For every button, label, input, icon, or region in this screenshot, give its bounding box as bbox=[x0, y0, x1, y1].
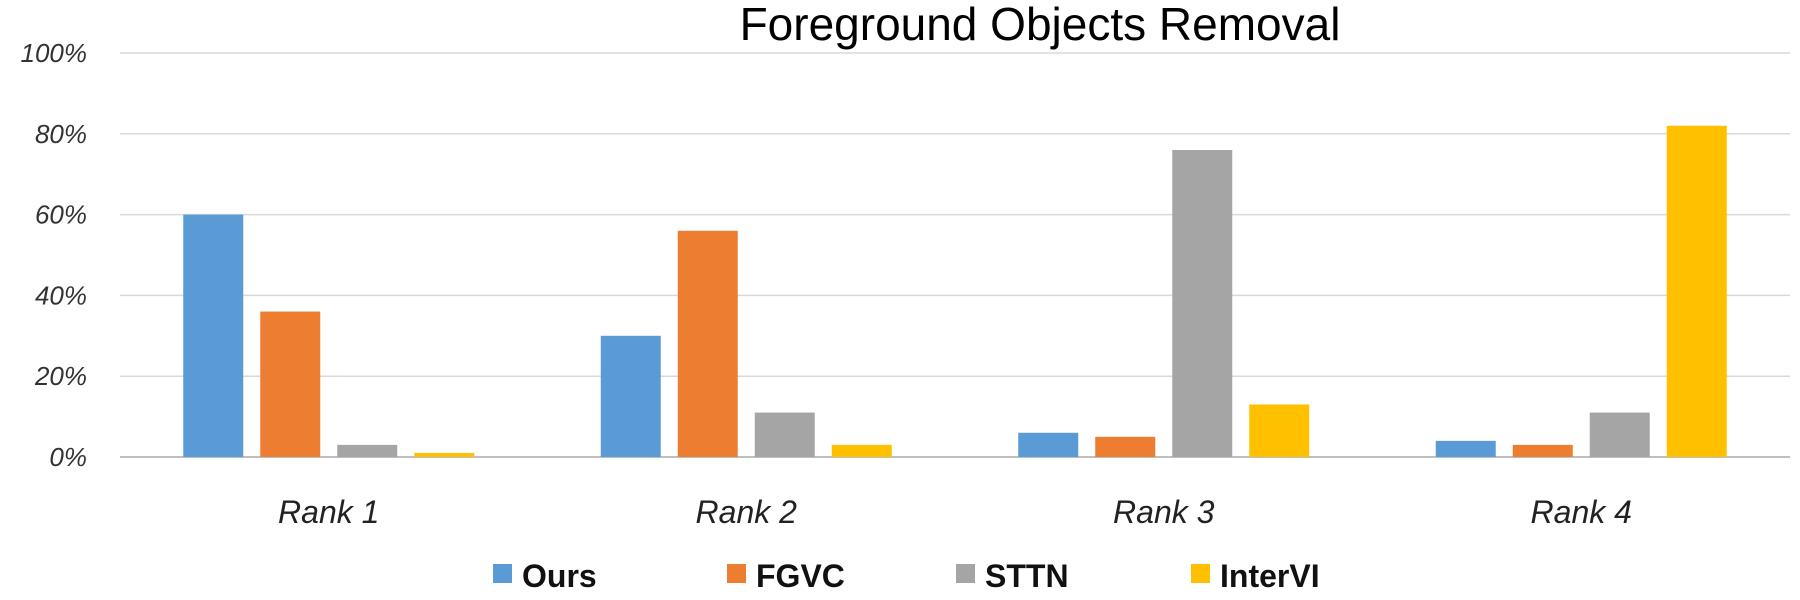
x-tick-label: Rank 1 bbox=[278, 494, 379, 530]
x-axis-ticks: Rank 1 Rank 2 Rank 3 Rank 4 bbox=[278, 494, 1632, 530]
bar-fgvc-rank-2 bbox=[677, 230, 738, 457]
bar-fgvc-rank-1 bbox=[260, 311, 321, 457]
y-tick-label: 100% bbox=[21, 38, 88, 68]
legend-swatch-intervi bbox=[1191, 564, 1210, 583]
bar-intervi-rank-4 bbox=[1666, 125, 1727, 457]
bar-ours-rank-1 bbox=[183, 214, 244, 457]
y-tick-label: 40% bbox=[35, 280, 87, 310]
legend-swatch-ours bbox=[493, 564, 512, 583]
bar-intervi-rank-3 bbox=[1249, 404, 1310, 457]
y-tick-label: 20% bbox=[34, 361, 87, 391]
x-tick-label: Rank 3 bbox=[1113, 494, 1215, 530]
bar-intervi-rank-1 bbox=[414, 452, 475, 457]
bar-sttn-rank-3 bbox=[1172, 149, 1233, 457]
bar-sttn-rank-4 bbox=[1589, 412, 1650, 457]
legend-swatch-fgvc bbox=[727, 564, 746, 583]
chart-title: Foreground Objects Removal bbox=[740, 0, 1341, 50]
legend: Ours FGVC STTN InterVI bbox=[493, 558, 1320, 594]
x-tick-label: Rank 4 bbox=[1531, 494, 1632, 530]
x-tick-label: Rank 2 bbox=[696, 494, 798, 530]
bar-ours-rank-2 bbox=[600, 335, 661, 457]
bar-ours-rank-4 bbox=[1435, 440, 1496, 457]
bar-sttn-rank-1 bbox=[337, 444, 398, 457]
gridlines bbox=[120, 52, 1790, 458]
bar-sttn-rank-2 bbox=[754, 412, 815, 457]
bar-fgvc-rank-4 bbox=[1512, 444, 1573, 457]
y-tick-label: 0% bbox=[49, 442, 87, 472]
bars bbox=[183, 125, 1727, 457]
legend-swatch-sttn bbox=[956, 564, 975, 583]
bar-fgvc-rank-3 bbox=[1095, 436, 1156, 457]
legend-label-sttn: STTN bbox=[985, 558, 1069, 594]
y-tick-label: 80% bbox=[35, 119, 87, 149]
y-tick-label: 60% bbox=[35, 200, 87, 230]
bar-ours-rank-3 bbox=[1018, 432, 1079, 457]
y-axis-ticks: 0% 20% 40% 60% 80% 100% bbox=[21, 38, 88, 472]
legend-label-fgvc: FGVC bbox=[756, 558, 845, 594]
bar-intervi-rank-2 bbox=[831, 444, 892, 457]
legend-label-intervi: InterVI bbox=[1220, 558, 1320, 594]
legend-label-ours: Ours bbox=[522, 558, 597, 594]
